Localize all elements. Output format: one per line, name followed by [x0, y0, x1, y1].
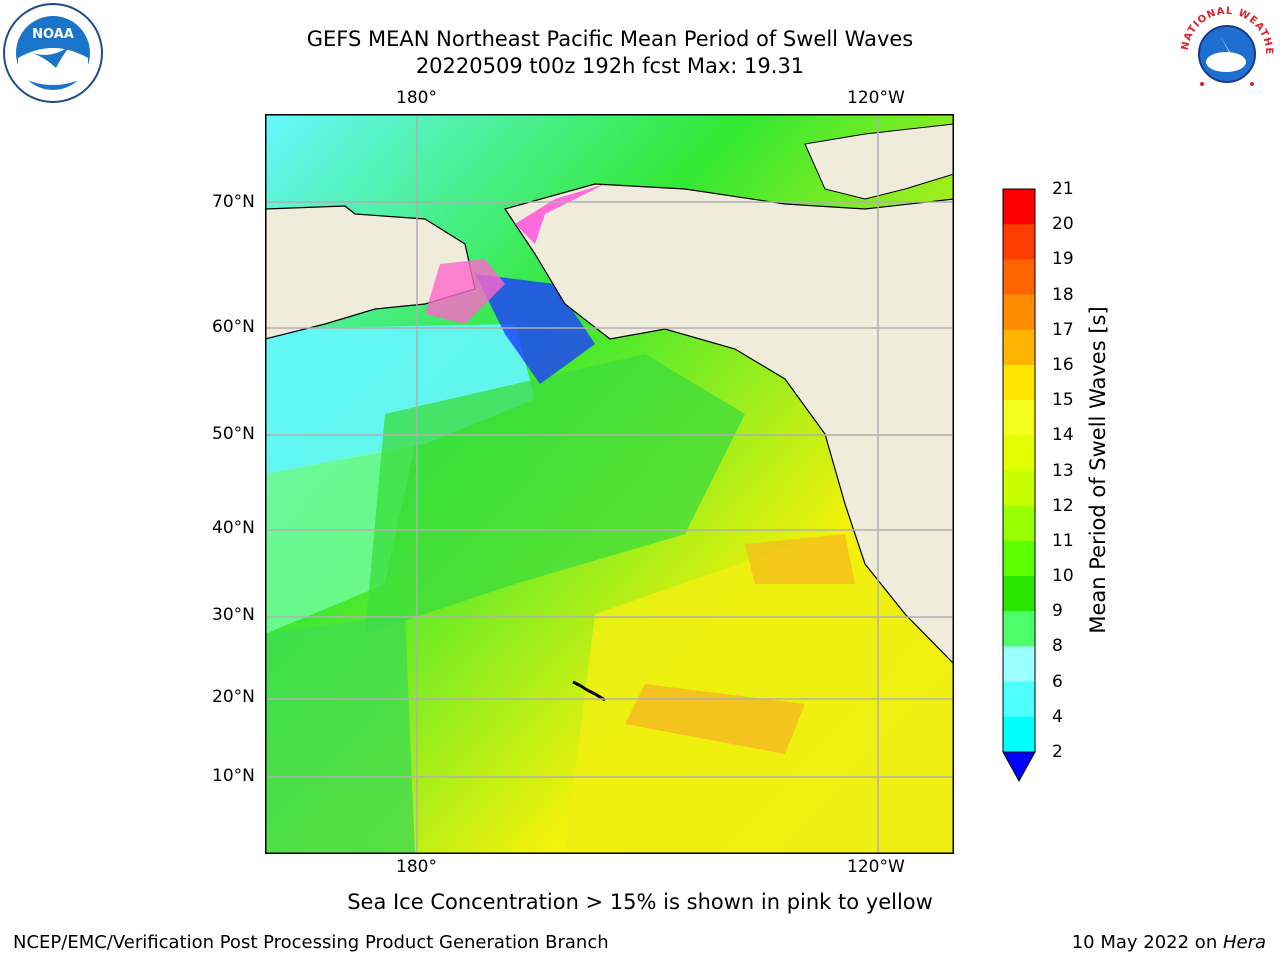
- sea-ice-region: [515, 184, 605, 244]
- footer-host: Hera: [1222, 932, 1266, 953]
- lat-label-10n: 10°N: [212, 766, 255, 786]
- colorbar-segment: [1003, 400, 1035, 436]
- colorbar-segment: [1003, 364, 1035, 401]
- lon-label-top-180: 180°: [396, 88, 437, 108]
- colorbar-segment: [1003, 611, 1035, 647]
- sea-ice-note: Sea Ice Concentration > 15% is shown in …: [347, 890, 933, 914]
- colorbar-segment: [1003, 224, 1035, 260]
- colorbar-segment: [1003, 716, 1035, 753]
- lat-label-50n: 50°N: [212, 424, 255, 444]
- lat-label-30n: 30°N: [212, 605, 255, 625]
- colorbar-segment: [1003, 646, 1035, 683]
- colorbar-segment: [1003, 435, 1035, 471]
- cool-swell-region: [265, 324, 535, 474]
- colorbar: [1002, 188, 1036, 783]
- colorbar-segment: [1003, 329, 1035, 366]
- graticule: [265, 114, 954, 854]
- map-panel: [264, 114, 955, 854]
- colorbar-tick-label: 18: [1052, 284, 1074, 305]
- colorbar-tick-label: 6: [1052, 671, 1063, 692]
- colorbar-tick-label: 11: [1052, 530, 1074, 551]
- green-swell-region: [365, 354, 745, 634]
- colorbar-tick-label: 9: [1052, 601, 1063, 622]
- colorbar-segment: [1003, 681, 1035, 718]
- colorbar-tick-label: 21: [1052, 179, 1074, 199]
- svg-text:NOAA: NOAA: [32, 27, 74, 42]
- colorbar-tick-label: 19: [1052, 249, 1074, 270]
- colorbar-segment: [1003, 189, 1035, 225]
- colorbar-tick-label: 12: [1052, 495, 1074, 516]
- colorbar-tick-label: 15: [1052, 390, 1074, 411]
- colorbar-tick-label: 17: [1052, 319, 1074, 340]
- warm-swell-region: [565, 534, 954, 854]
- colorbar-segment: [1003, 540, 1035, 577]
- colorbar-segment: [1003, 505, 1035, 542]
- hawaii-islands: [572, 680, 606, 702]
- colorbar-tick-label: 13: [1052, 460, 1074, 481]
- noaa-logo: NOAA: [2, 2, 104, 108]
- orange-swell-region: [625, 684, 805, 754]
- colorbar-segment: [1003, 576, 1035, 612]
- colorbar-segment: [1003, 294, 1035, 331]
- colorbar-tick-label: 4: [1052, 706, 1063, 727]
- footer-date: 10 May 2022 on Hera: [1072, 932, 1266, 953]
- nws-logo: NATIONAL WEATHER SERVICE: [1172, 0, 1278, 108]
- chart-title: GEFS MEAN Northeast Pacific Mean Period …: [306, 27, 914, 51]
- colorbar-label: Mean Period of Swell Waves [s]: [1086, 306, 1110, 634]
- colorbar-tick-label: 14: [1052, 425, 1074, 446]
- lon-label-top-120w: 120°W: [847, 88, 905, 108]
- chart-subtitle: 20220509 t00z 192h fcst Max: 19.31: [415, 54, 805, 78]
- colorbar-tick-label: 2: [1052, 742, 1063, 762]
- colorbar-tick-label: 10: [1052, 566, 1074, 587]
- lat-label-70n: 70°N: [212, 192, 255, 212]
- lat-label-20n: 20°N: [212, 687, 255, 707]
- footer-credit: NCEP/EMC/Verification Post Processing Pr…: [13, 932, 609, 953]
- colorbar-segment: [1003, 259, 1035, 296]
- lat-label-40n: 40°N: [212, 518, 255, 538]
- colorbar-tick-label: 20: [1052, 214, 1074, 235]
- lon-label-bottom-180: 180°: [396, 857, 437, 877]
- lat-label-60n: 60°N: [212, 317, 255, 337]
- colorbar-tick-label: 8: [1052, 636, 1063, 657]
- colorbar-tick-label: 16: [1052, 354, 1074, 375]
- colorbar-extend-arrow: [1002, 751, 1036, 783]
- footer-date-text: 10 May 2022 on: [1071, 932, 1223, 953]
- lon-label-bottom-120w: 120°W: [847, 857, 905, 877]
- colorbar-segment: [1003, 470, 1035, 507]
